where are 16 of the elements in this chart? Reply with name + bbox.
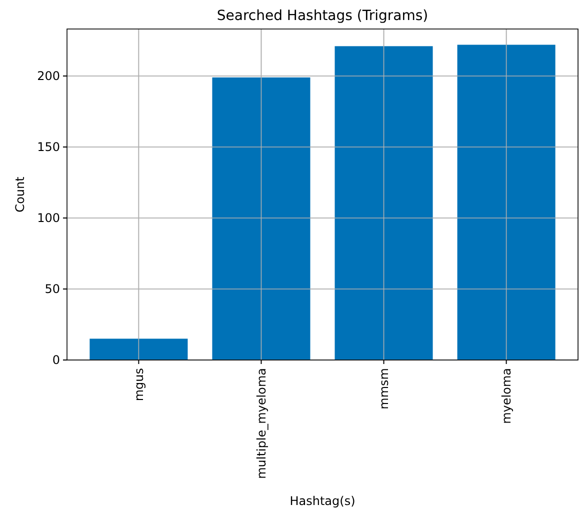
x-tick-label: mgus xyxy=(132,368,146,402)
bar xyxy=(90,338,188,360)
y-tick-label: 150 xyxy=(37,140,60,154)
x-axis-title: Hashtag(s) xyxy=(290,494,356,508)
x-tick-label: multiple_myeloma xyxy=(254,368,268,479)
x-tick-label: myeloma xyxy=(500,368,514,424)
y-tick-label: 100 xyxy=(37,210,60,225)
bar xyxy=(457,44,556,360)
y-axis-title: Count xyxy=(13,176,27,212)
y-tick-label: 0 xyxy=(52,352,60,367)
y-tick-label: 200 xyxy=(37,68,60,83)
chart-title: Searched Hashtags (Trigrams) xyxy=(216,8,428,24)
x-tick-label: mmsm xyxy=(376,368,391,410)
y-tick-label: 50 xyxy=(44,282,60,296)
bar xyxy=(212,77,310,360)
bar xyxy=(334,46,433,360)
